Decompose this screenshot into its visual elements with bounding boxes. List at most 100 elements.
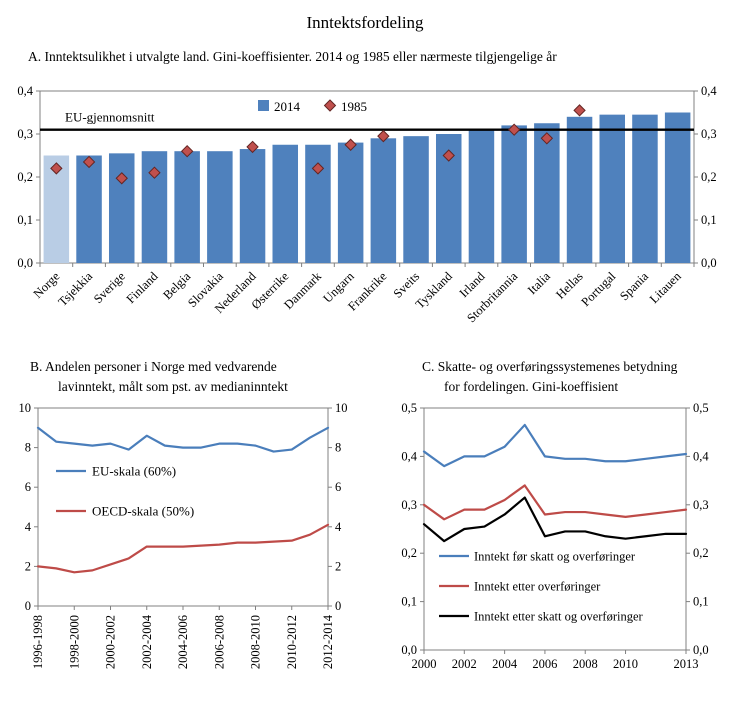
diamond-marker-1985 (246, 140, 259, 154)
y-tick-label: 0 (335, 599, 341, 613)
diamond-marker-1985 (148, 166, 161, 179)
series-line (36, 426, 330, 453)
diamond-marker-1985 (344, 138, 357, 151)
diamond-marker-1985 (442, 149, 455, 162)
y-tick-label: 0,1 (17, 213, 33, 227)
bar (664, 112, 691, 263)
diamond-marker-1985 (573, 104, 586, 117)
y-tick-label: 0,1 (693, 595, 709, 609)
panel-b-title: B. Andelen personer i Norge med vedvaren… (8, 357, 366, 396)
y-tick-label: 0,3 (693, 498, 709, 512)
panel-a-chart: 0,0 0,0 0,1 0,1 0,2 0,2 0,3 0,3 0,4 0,4 EU-gjennom… (17, 84, 717, 325)
panel-c-title-line1: C. Skatte- og overføringssystemenes bety… (422, 359, 678, 374)
x-category-label: Danmark (281, 269, 324, 312)
x-tick-label: 2004 (492, 657, 518, 671)
diamond-marker-1985 (377, 129, 390, 143)
panel-c-title-line2: for fordelingen. Gini-koeffisient (444, 378, 619, 394)
series-line (36, 523, 330, 574)
x-category-label: Spania (617, 269, 651, 303)
y-tick-label: 0,4 (401, 450, 417, 464)
diamond-marker-1985 (540, 132, 554, 145)
bar (534, 123, 560, 263)
x-tick-label: 2004-2006 (176, 615, 190, 669)
diamond-marker-1985 (311, 162, 325, 175)
x-tick-label: 2002 (452, 657, 477, 671)
y-tick-label: 0,4 (17, 84, 33, 98)
y-tick-label: 0,1 (701, 213, 717, 227)
y-tick-label: 2 (335, 560, 341, 574)
legend-label: Inntekt etter overføringer (474, 580, 601, 594)
y-tick-label: 0,3 (17, 127, 33, 141)
y-tick-label: 0,0 (693, 643, 709, 657)
bar (566, 116, 593, 263)
diamond-marker-1985 (507, 123, 521, 136)
bottom-panels: B. Andelen personer i Norge med vedvaren… (0, 349, 730, 694)
x-tick-label: 2010 (613, 657, 638, 671)
x-category-label: Sverige (91, 269, 128, 306)
y-tick-label: 4 (25, 520, 32, 534)
legend-label: EU-skala (60%) (92, 464, 176, 479)
y-tick-label: 0,0 (401, 643, 417, 657)
y-tick-label: 0,2 (693, 546, 709, 560)
bar (239, 149, 266, 263)
y-tick-label: 10 (335, 401, 348, 415)
y-tick-label: 0,2 (401, 546, 417, 560)
bar (599, 114, 626, 264)
x-tick-label: 1996-1998 (31, 615, 45, 669)
y-tick-label: 4 (335, 520, 342, 534)
x-category-label: Finland (124, 269, 161, 306)
bar (468, 129, 495, 263)
x-tick-label: 2010-2012 (285, 615, 299, 669)
legend-2014-swatch (258, 100, 269, 111)
diamond-marker-1985 (82, 155, 96, 169)
y-tick-label: 2 (25, 560, 31, 574)
y-tick-label: 0,1 (401, 595, 417, 609)
eu-average-label: EU-gjennomsnitt (65, 110, 155, 125)
legend-label: Inntekt før skatt og overføringer (474, 550, 636, 564)
plot-border (423, 407, 687, 651)
legend-2014-label: 2014 (274, 99, 301, 114)
bar (272, 144, 299, 263)
y-tick-label: 0,0 (17, 256, 33, 270)
y-tick-label: 0,2 (17, 170, 33, 184)
bar (632, 114, 658, 264)
y-tick-label: 0,4 (693, 450, 709, 464)
y-tick-label: 0,4 (701, 84, 717, 98)
x-tick-label: 2012-2014 (321, 614, 335, 669)
y-tick-label: 6 (335, 480, 341, 494)
panel-b-title-line2: lavinntekt, målt som pst. av medianinnte… (58, 378, 288, 394)
y-tick-label: 8 (335, 441, 341, 455)
panel-b-chart: 0 0 2 2 4 4 6 6 8 8 10 10 1996-1998 1998-2000 2000-200… (19, 401, 348, 669)
y-tick-label: 0 (25, 599, 31, 613)
x-tick-label: 2006-2008 (212, 615, 226, 669)
x-category-label: Litauen (647, 269, 684, 306)
x-category-label: Italia (525, 269, 553, 297)
x-category-label: Tsjekkia (55, 269, 95, 309)
x-tick-label: 2008 (573, 657, 598, 671)
x-tick-label: 2002-2004 (140, 614, 154, 669)
panel-c: C. Skatte- og overføringssystemenes bety… (366, 349, 730, 694)
bar (76, 155, 102, 263)
bar (108, 153, 135, 263)
x-tick-label: 2000 (412, 657, 437, 671)
y-tick-label: 0,5 (693, 401, 709, 415)
y-tick-label: 10 (19, 401, 32, 415)
y-tick-label: 0,2 (701, 170, 717, 184)
panel-b: B. Andelen personer i Norge med vedvaren… (0, 349, 366, 694)
y-tick-label: 0,3 (401, 498, 417, 512)
bar (370, 138, 397, 263)
legend-label: OECD-skala (50%) (92, 504, 194, 519)
panel-c-title: C. Skatte- og overføringssystemenes bety… (366, 357, 730, 396)
x-tick-label: 2006 (532, 657, 557, 671)
panel-c-chart: 0,0 0,0 0,1 0,1 0,2 0,2 0,3 0,3 0,4 0,4 0,5 0,5 2000… (401, 401, 709, 671)
y-tick-label: 8 (25, 441, 31, 455)
panel-a-title: A. Inntektsulikhet i utvalgte land. Gini… (28, 49, 557, 64)
bar (337, 142, 364, 263)
diamond-marker-1985 (115, 172, 128, 185)
series-line (422, 423, 688, 468)
x-category-label: Tyskland (413, 269, 456, 312)
diamond-marker-1985 (50, 162, 63, 175)
figure-title: Inntektsfordeling (306, 13, 424, 32)
y-tick-label: 0,5 (401, 401, 417, 415)
